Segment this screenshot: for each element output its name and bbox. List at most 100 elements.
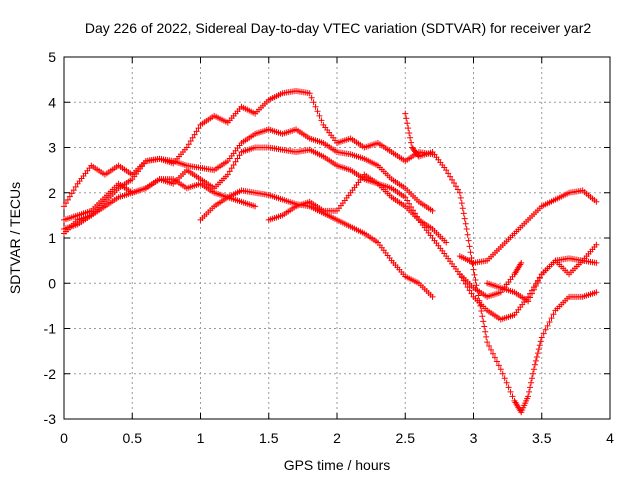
data-series xyxy=(61,176,259,232)
data-point xyxy=(412,210,418,217)
data-point xyxy=(490,350,496,357)
data-series xyxy=(402,110,600,416)
data-point xyxy=(528,379,535,386)
data-point xyxy=(548,315,555,322)
data-point xyxy=(530,286,537,293)
data-point xyxy=(525,393,532,400)
data-point xyxy=(187,138,194,145)
x-tick-label: 2.5 xyxy=(396,430,416,446)
data-point xyxy=(486,342,493,349)
data-point xyxy=(429,293,436,300)
data-point xyxy=(236,152,243,159)
data-point xyxy=(536,275,543,282)
x-tick-label: 3.5 xyxy=(532,430,552,446)
data-point xyxy=(458,200,465,207)
data-point xyxy=(189,134,196,141)
data-point xyxy=(404,120,411,127)
data-point xyxy=(518,259,525,266)
data-point xyxy=(193,128,200,135)
data-point xyxy=(481,323,488,330)
data-point xyxy=(406,200,413,207)
data-point xyxy=(529,290,535,297)
data-series xyxy=(484,241,600,305)
data-point xyxy=(463,225,470,232)
data-point xyxy=(499,370,506,377)
grid-layer xyxy=(64,57,610,419)
data-point xyxy=(443,239,450,246)
data-point xyxy=(495,362,502,369)
data-point xyxy=(405,125,412,132)
data-point xyxy=(532,282,539,289)
data-point xyxy=(529,375,535,382)
y-tick-label: 4 xyxy=(48,94,56,110)
data-point xyxy=(306,90,313,97)
data-point xyxy=(483,333,490,340)
data-point xyxy=(429,207,436,214)
x-tick-label: 3 xyxy=(470,430,478,446)
data-point xyxy=(413,213,420,220)
data-point xyxy=(470,266,477,273)
data-point xyxy=(533,353,540,360)
data-point xyxy=(410,207,417,214)
data-point xyxy=(544,322,551,329)
data-point xyxy=(185,141,192,148)
data-point xyxy=(540,330,547,337)
data-point xyxy=(509,393,516,400)
data-point xyxy=(195,125,202,132)
data-point xyxy=(402,110,409,117)
data-point xyxy=(471,271,478,278)
data-point xyxy=(478,308,485,315)
data-point xyxy=(473,282,480,289)
data-point xyxy=(479,313,486,320)
data-point xyxy=(224,171,231,178)
x-tick-label: 0.5 xyxy=(123,430,143,446)
tick-layer: 0 0.5 1 1.5 2 2.5 3 3.5 4 -3 -2 -1 0 1 2 3 4 5 xyxy=(44,49,615,446)
data-point xyxy=(402,194,409,201)
y-axis-label: SDTVAR / TECUs xyxy=(7,182,23,294)
data-point xyxy=(457,194,464,201)
data-point xyxy=(232,158,239,165)
data-point xyxy=(461,215,468,222)
data-point xyxy=(534,278,541,285)
data-point xyxy=(462,220,469,227)
data-point xyxy=(529,370,536,377)
data-point xyxy=(527,294,534,301)
data-point xyxy=(252,203,259,210)
y-tick-label: 5 xyxy=(48,49,56,65)
data-point xyxy=(537,338,544,345)
data-point xyxy=(456,189,463,196)
data-point xyxy=(310,99,317,106)
data-point xyxy=(66,193,73,200)
data-point xyxy=(525,298,532,305)
x-tick-label: 4 xyxy=(606,430,614,446)
data-point xyxy=(64,196,71,203)
data-point xyxy=(191,131,198,138)
x-axis-label: GPS time / hours xyxy=(284,457,391,473)
data-point xyxy=(538,334,545,341)
data-point xyxy=(70,187,77,194)
data-point xyxy=(228,165,235,172)
data-point xyxy=(546,319,553,326)
data-point xyxy=(408,139,415,146)
data-point xyxy=(447,173,454,180)
data-point xyxy=(407,134,414,141)
data-point xyxy=(230,161,237,168)
data-point xyxy=(491,354,498,361)
data-point xyxy=(482,328,489,335)
y-tick-label: -3 xyxy=(44,411,57,427)
data-point xyxy=(532,357,539,364)
data-point xyxy=(480,318,487,325)
data-point xyxy=(535,346,542,353)
data-point xyxy=(449,176,456,183)
y-tick-label: -2 xyxy=(44,366,57,382)
data-point xyxy=(534,350,541,357)
data-point xyxy=(497,366,504,373)
y-tick-label: 0 xyxy=(48,275,56,291)
data-point xyxy=(503,379,510,386)
data-point xyxy=(445,170,452,177)
data-point xyxy=(464,284,471,291)
data-point xyxy=(443,167,450,174)
data-point xyxy=(408,203,415,210)
data-point xyxy=(308,94,315,101)
data-point xyxy=(404,197,411,204)
